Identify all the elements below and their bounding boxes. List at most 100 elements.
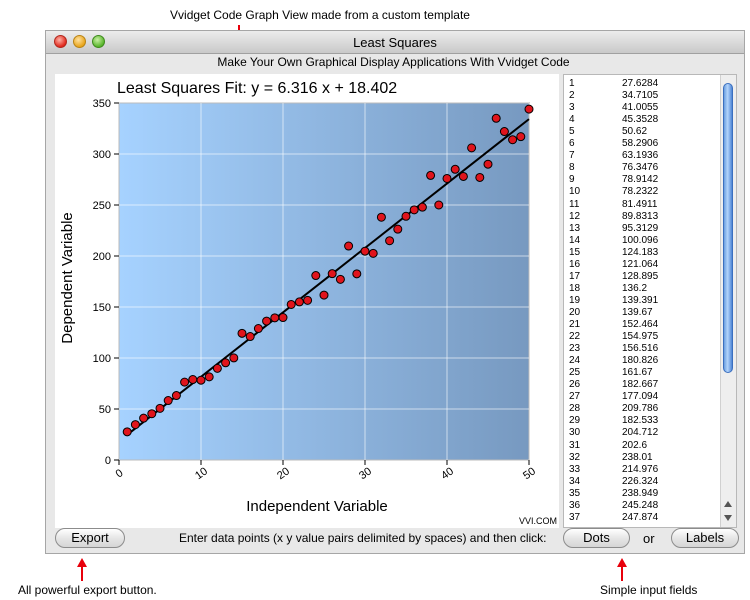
- list-item-value: 152.464: [622, 319, 659, 330]
- data-point: [303, 295, 313, 305]
- data-point: [491, 113, 501, 123]
- plot-area: [118, 102, 530, 461]
- list-item-index: 2: [569, 90, 575, 102]
- list-item-value: 156.516: [622, 343, 659, 355]
- y-tick-label: 350: [93, 98, 111, 110]
- data-point: [401, 211, 411, 221]
- list-item-value: 154.975: [622, 331, 659, 343]
- data-point: [221, 358, 231, 368]
- data-point: [139, 413, 149, 423]
- list-item-index: 12: [569, 210, 581, 222]
- watermark-vvi: VVI.COM: [519, 516, 557, 526]
- list-item-value: 63.1936: [622, 150, 659, 162]
- data-point: [467, 143, 477, 153]
- list-item-index: 16: [569, 258, 581, 270]
- list-item-index: 36: [569, 499, 581, 511]
- close-window-button[interactable]: [54, 35, 67, 48]
- list-item-index: 7: [569, 150, 575, 162]
- list-item-value: 124.183: [622, 246, 659, 258]
- y-tick-label: 100: [93, 353, 111, 365]
- list-item-index: 29: [569, 415, 581, 427]
- data-point: [188, 375, 198, 385]
- data-point: [516, 132, 526, 142]
- annotation-arrow-export-line: [81, 566, 83, 581]
- list-item-index: 19: [569, 294, 581, 306]
- data-point: [352, 269, 362, 279]
- labels-button[interactable]: Labels: [671, 528, 739, 548]
- data-point: [180, 377, 190, 387]
- graph-view: 0 50 100 150 200 250 300 350 0 10 20 30 40 50 Least S…: [55, 74, 559, 528]
- list-item-value: 180.826: [622, 355, 659, 367]
- list-item-value: 139.67: [622, 306, 653, 318]
- title-bar[interactable]: Least Squares: [46, 31, 744, 54]
- list-item-index: 9: [569, 174, 575, 186]
- scroll-down-arrow-icon[interactable]: [724, 515, 732, 521]
- window-subtitle: Make Your Own Graphical Display Applicat…: [217, 55, 570, 69]
- list-item-value: 136.2: [622, 282, 648, 294]
- x-tick-label: 10: [193, 465, 210, 482]
- data-point: [130, 420, 140, 430]
- data-points-list[interactable]: 1 27.6284 2 34.7105 3 41.0055 4 45.3528 5 50.62 6 5…: [563, 74, 737, 528]
- minimize-window-button[interactable]: [73, 35, 86, 48]
- x-tick-label: 0: [114, 467, 126, 480]
- scatter-chart: 0 50 100 150 200 250 300 350 0 10 20 30 40 50 Least S…: [59, 80, 557, 526]
- list-item-value: 161.67: [622, 367, 653, 379]
- annotation-arrow-export-head: [77, 558, 87, 567]
- instruction-text: Enter data points (x y value pairs delim…: [179, 531, 547, 545]
- y-tick-label: 50: [99, 404, 111, 416]
- data-point: [393, 224, 403, 234]
- data-point: [475, 172, 485, 182]
- dots-button[interactable]: Dots: [563, 528, 630, 548]
- annotation-input-fields: Simple input fields: [600, 583, 698, 597]
- data-point: [450, 164, 460, 174]
- list-item-index: 3: [569, 102, 575, 114]
- annotation-arrow-input-line: [621, 566, 623, 581]
- data-point: [147, 409, 157, 419]
- list-item-index: 18: [569, 282, 581, 294]
- data-point: [508, 135, 518, 145]
- y-tick-label: 0: [105, 455, 111, 467]
- list-item-value: 202.6: [622, 439, 648, 451]
- data-point: [171, 391, 181, 401]
- list-item-value: 245.248: [622, 499, 659, 511]
- data-point: [409, 205, 419, 215]
- y-axis-label: Dependent Variable: [59, 212, 76, 343]
- list-item-value: 121.064: [622, 258, 659, 270]
- list-item-index: 5: [569, 126, 575, 138]
- list-item-value: 81.4911: [622, 198, 658, 210]
- list-item-value: 204.712: [622, 427, 659, 439]
- list-item-value: 182.667: [622, 379, 659, 391]
- y-tick-label: 150: [93, 302, 111, 314]
- list-item-value: 76.3476: [622, 162, 659, 174]
- list-item-index: 35: [569, 487, 581, 499]
- list-item-value: 27.6284: [622, 78, 659, 89]
- list-item-index: 27: [569, 391, 581, 403]
- data-point: [499, 127, 509, 137]
- list-item-value: 177.094: [622, 391, 659, 403]
- list-item-index: 25: [569, 367, 581, 379]
- data-point: [319, 290, 329, 300]
- list-item-index: 33: [569, 463, 581, 475]
- data-point: [294, 297, 304, 307]
- list-item-index: 30: [569, 427, 581, 439]
- data-point: [262, 316, 272, 326]
- list-item-index: 31: [569, 439, 581, 451]
- list-item-value: 226.324: [622, 475, 659, 487]
- list-item-value: 214.976: [622, 463, 659, 475]
- list-item-index: 14: [569, 234, 581, 246]
- data-point: [360, 246, 370, 256]
- list-item-index: 37: [569, 511, 581, 523]
- scroll-up-arrow-icon[interactable]: [724, 501, 732, 507]
- zoom-window-button[interactable]: [92, 35, 105, 48]
- scrollbar-thumb[interactable]: [723, 83, 733, 373]
- vertical-scrollbar[interactable]: [720, 75, 736, 527]
- x-tick-label: 20: [275, 465, 292, 482]
- data-point: [344, 241, 354, 251]
- data-point: [245, 332, 255, 342]
- export-button[interactable]: Export: [55, 528, 125, 548]
- data-point: [229, 353, 239, 363]
- list-item-index: 34: [569, 475, 581, 487]
- list-item-index: 28: [569, 403, 581, 415]
- list-item-value: 78.2322: [622, 186, 659, 198]
- data-point: [253, 324, 263, 334]
